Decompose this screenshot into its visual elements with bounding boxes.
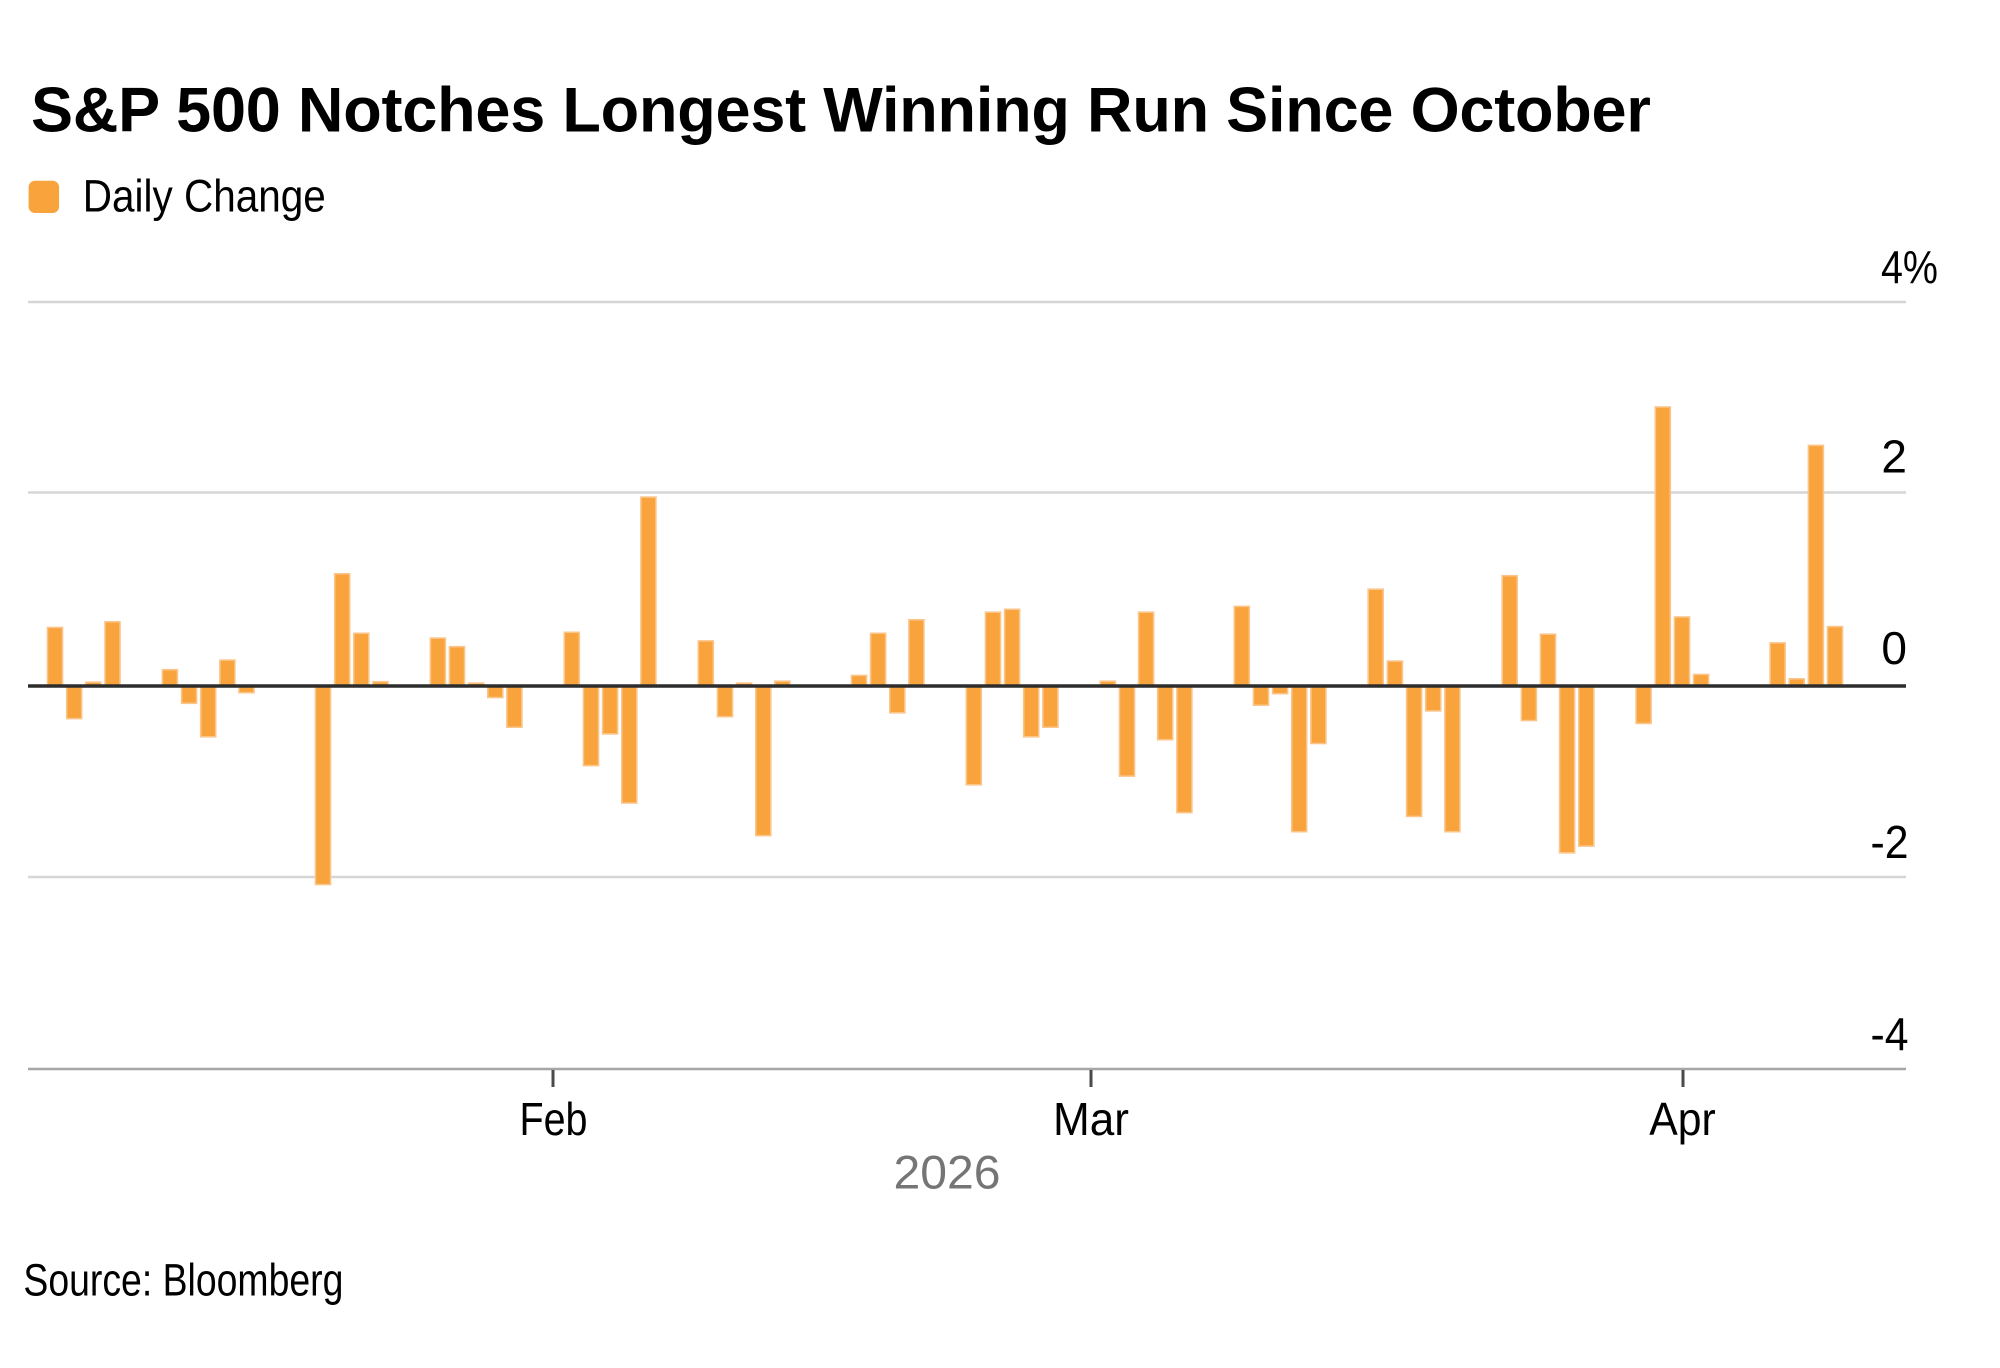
svg-text:-2: -2 <box>1871 816 1909 868</box>
svg-text:Apr: Apr <box>1649 1093 1716 1145</box>
svg-text:S&P 500 Notches Longest Winnin: S&P 500 Notches Longest Winning Run Sinc… <box>31 76 1651 146</box>
svg-text:Daily Change: Daily Change <box>83 171 326 222</box>
svg-text:Feb: Feb <box>520 1093 588 1145</box>
svg-text:2026: 2026 <box>894 1147 1001 1200</box>
svg-text:0: 0 <box>1881 622 1907 674</box>
svg-text:4%: 4% <box>1881 241 1938 293</box>
svg-text:-4: -4 <box>1871 1008 1909 1060</box>
svg-text:Mar: Mar <box>1053 1093 1129 1145</box>
svg-text:2: 2 <box>1881 431 1907 483</box>
svg-text:Source: Bloomberg: Source: Bloomberg <box>23 1255 343 1306</box>
